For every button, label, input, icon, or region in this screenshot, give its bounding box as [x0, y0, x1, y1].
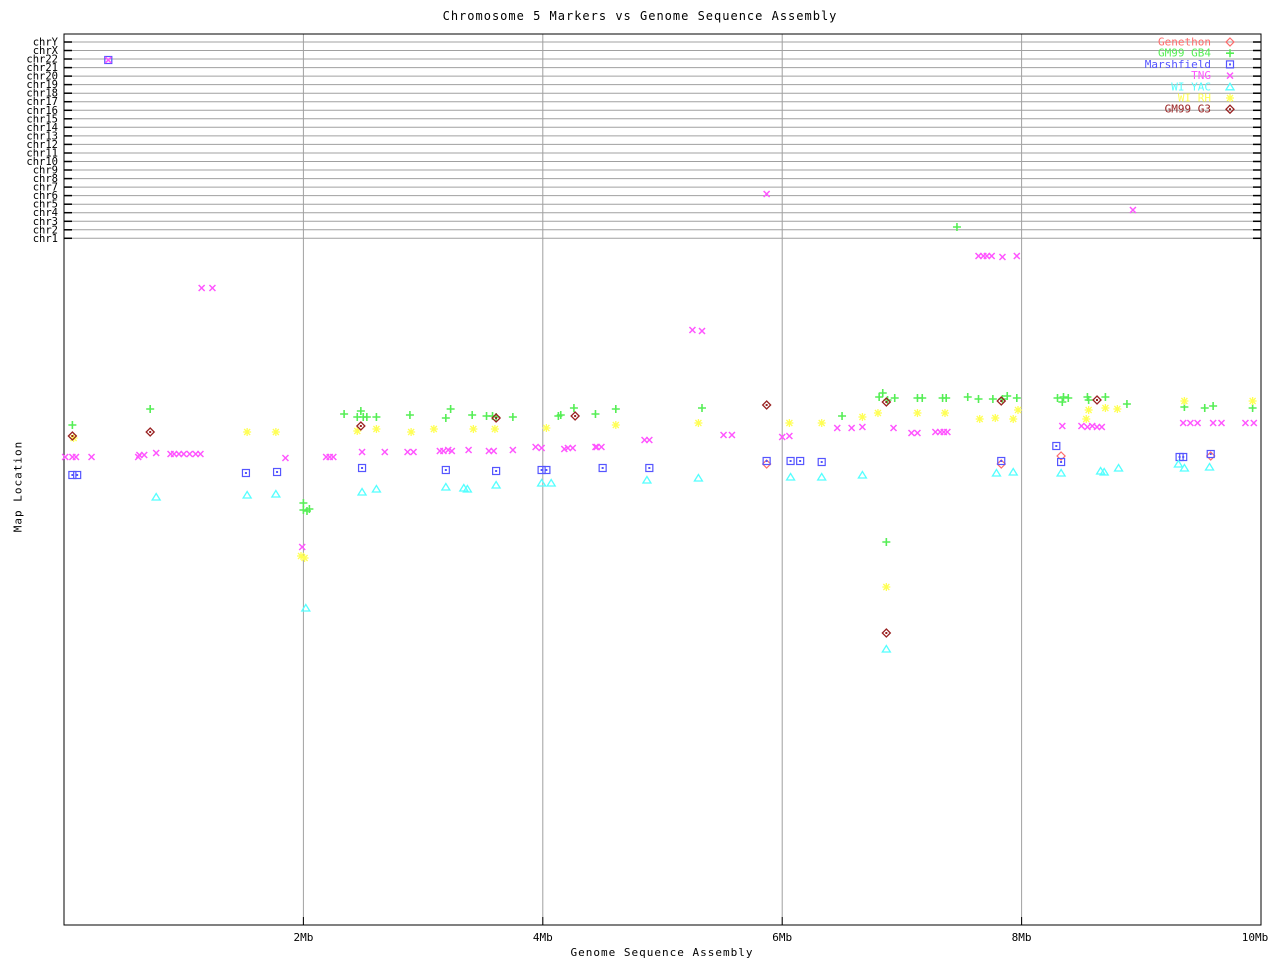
legend-label-wi-rh: WI RH — [1178, 92, 1211, 105]
gridlines: 2Mb 4Mb 6Mb 8Mb 10Mb — [293, 34, 1268, 944]
plot-border — [63, 33, 1262, 926]
y-tick-label-chr21: chr21 — [26, 62, 58, 74]
chromosome-band-lines: chrYchrXchr22chr21chr20chr19chr18chr17ch… — [26, 37, 1261, 245]
legend-label-gm99-g3: GM99 G3 — [1165, 103, 1211, 116]
y-tick-label-chr1: chr1 — [33, 233, 58, 245]
x-tick-label: 10Mb — [1242, 931, 1269, 944]
x-tick-label: 4Mb — [533, 931, 553, 944]
y-tick-label-chr5: chr5 — [33, 199, 58, 211]
y-tick-label-chr4: chr4 — [33, 207, 58, 219]
series-tng — [61, 56, 1258, 551]
y-tick-label-chr9: chr9 — [33, 165, 58, 177]
y-tick-label-chr12: chr12 — [26, 139, 58, 151]
y-tick-label-chrX: chrX — [33, 45, 59, 57]
y-tick-label-chrY: chrY — [33, 37, 59, 49]
chart-title: Chromosome 5 Markers vs Genome Sequence … — [442, 9, 838, 23]
legend-label-wi-yac: WI YAC — [1171, 80, 1211, 93]
y-tick-label-chr10: chr10 — [26, 156, 58, 168]
y-tick-label-chr20: chr20 — [26, 71, 58, 83]
x-tick-label: 8Mb — [1012, 931, 1032, 944]
y-tick-label-chr8: chr8 — [33, 173, 58, 185]
x-tick-label: 2Mb — [293, 931, 313, 944]
series-marshfield — [68, 55, 1215, 480]
y-tick-label-chr18: chr18 — [26, 88, 58, 100]
x-axis-label: Genome Sequence Assembly — [570, 946, 754, 959]
series-genethon — [761, 451, 1216, 469]
legend-label-tng: TNG — [1191, 69, 1211, 82]
y-tick-label-chr3: chr3 — [33, 216, 58, 228]
legend-label-gm99-gb4: GM99 GB4 — [1158, 47, 1211, 60]
y-tick-label-chr7: chr7 — [33, 182, 58, 194]
y-tick-label-chr19: chr19 — [26, 79, 58, 91]
legend-label-genethon: Genethon — [1158, 36, 1211, 49]
series-gm99-g3 — [67, 395, 1102, 638]
series-wi-rh — [69, 397, 1257, 591]
y-tick-label-chr6: chr6 — [33, 190, 58, 202]
y-tick-label-chr16: chr16 — [26, 105, 58, 117]
y-tick-label-chr2: chr2 — [33, 224, 58, 236]
y-tick-label-chr15: chr15 — [26, 113, 58, 125]
x-tick-label: 6Mb — [772, 931, 792, 944]
y-tick-label-chr13: chr13 — [26, 130, 58, 142]
y-tick-label-chr17: chr17 — [26, 96, 58, 108]
y-tick-label-chr11: chr11 — [26, 148, 58, 160]
legend-label-marshfield: Marshfield — [1145, 58, 1211, 71]
y-tick-label-chr22: chr22 — [26, 54, 58, 66]
y-tick-label-chr14: chr14 — [26, 122, 58, 134]
series-wi-yac — [151, 459, 1215, 653]
